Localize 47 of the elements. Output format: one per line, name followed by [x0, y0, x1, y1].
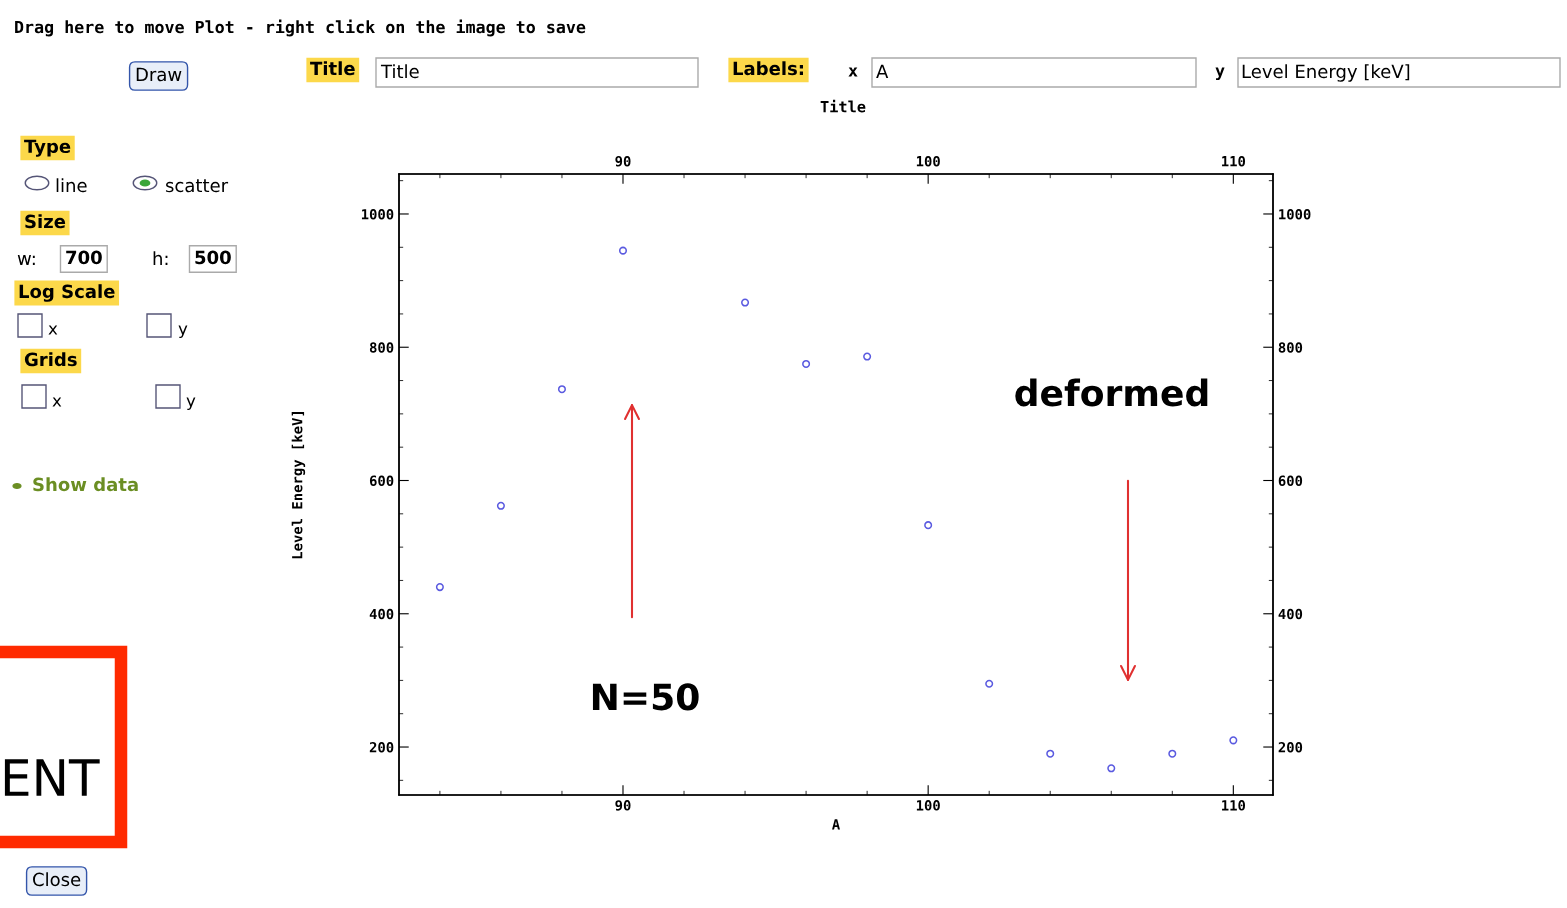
text: Size: [25, 214, 66, 229]
text: Draw: [136, 67, 182, 82]
text: scatter: [165, 179, 229, 193]
text: x: [848, 67, 858, 77]
y-tick-label: 1000: [361, 208, 394, 220]
x-axis-title: A: [832, 819, 840, 830]
y2-tick-label: 600: [1278, 475, 1303, 486]
y2-tick-label: 1000: [1279, 208, 1311, 220]
x2-tick-label: 110: [1222, 155, 1246, 167]
text: 500: [195, 250, 231, 265]
chart-title: Title: [820, 99, 866, 113]
text: w:: [17, 255, 35, 265]
text: Title: [310, 61, 355, 76]
text: x: [48, 325, 58, 335]
text: h:: [153, 251, 168, 265]
y2-tick-label: 400: [1278, 608, 1303, 620]
text: Level Energy [keV]: [1242, 64, 1410, 82]
x-tick-label: 90: [615, 800, 631, 811]
x2-tick-label: 90: [615, 155, 631, 167]
text: 700: [66, 250, 102, 265]
text: ENT: [4, 759, 100, 796]
y-tick-label: 200: [369, 741, 394, 753]
y-tick-label: 600: [369, 475, 394, 486]
annotation: N=50: [592, 683, 699, 711]
text: Title: [380, 64, 419, 79]
text: y: [186, 397, 196, 411]
x2-tick-label: 100: [916, 155, 940, 167]
text: Log Scale: [19, 284, 115, 302]
text: Close: [33, 872, 81, 887]
annotation: deformed: [1015, 378, 1208, 407]
text: x: [52, 397, 62, 407]
y-tick-label: 800: [369, 342, 394, 353]
text: Show data: [33, 477, 138, 492]
text: Labels:: [733, 61, 803, 76]
text: y: [1215, 67, 1225, 81]
text: y: [178, 325, 188, 339]
text: Type: [24, 139, 71, 157]
text: Grids: [24, 352, 77, 367]
x-tick-label: 110: [1222, 800, 1246, 811]
text: A: [876, 64, 889, 78]
y2-tick-label: 200: [1278, 741, 1303, 753]
text: Drag here to move Plot - right click on the image to save: [15, 19, 586, 37]
y-tick-label: 400: [369, 608, 394, 620]
y2-tick-label: 800: [1278, 342, 1303, 353]
text: line: [56, 178, 87, 193]
y-axis-title: Level Energy [keV]: [291, 412, 306, 559]
x-tick-label: 100: [916, 800, 940, 811]
